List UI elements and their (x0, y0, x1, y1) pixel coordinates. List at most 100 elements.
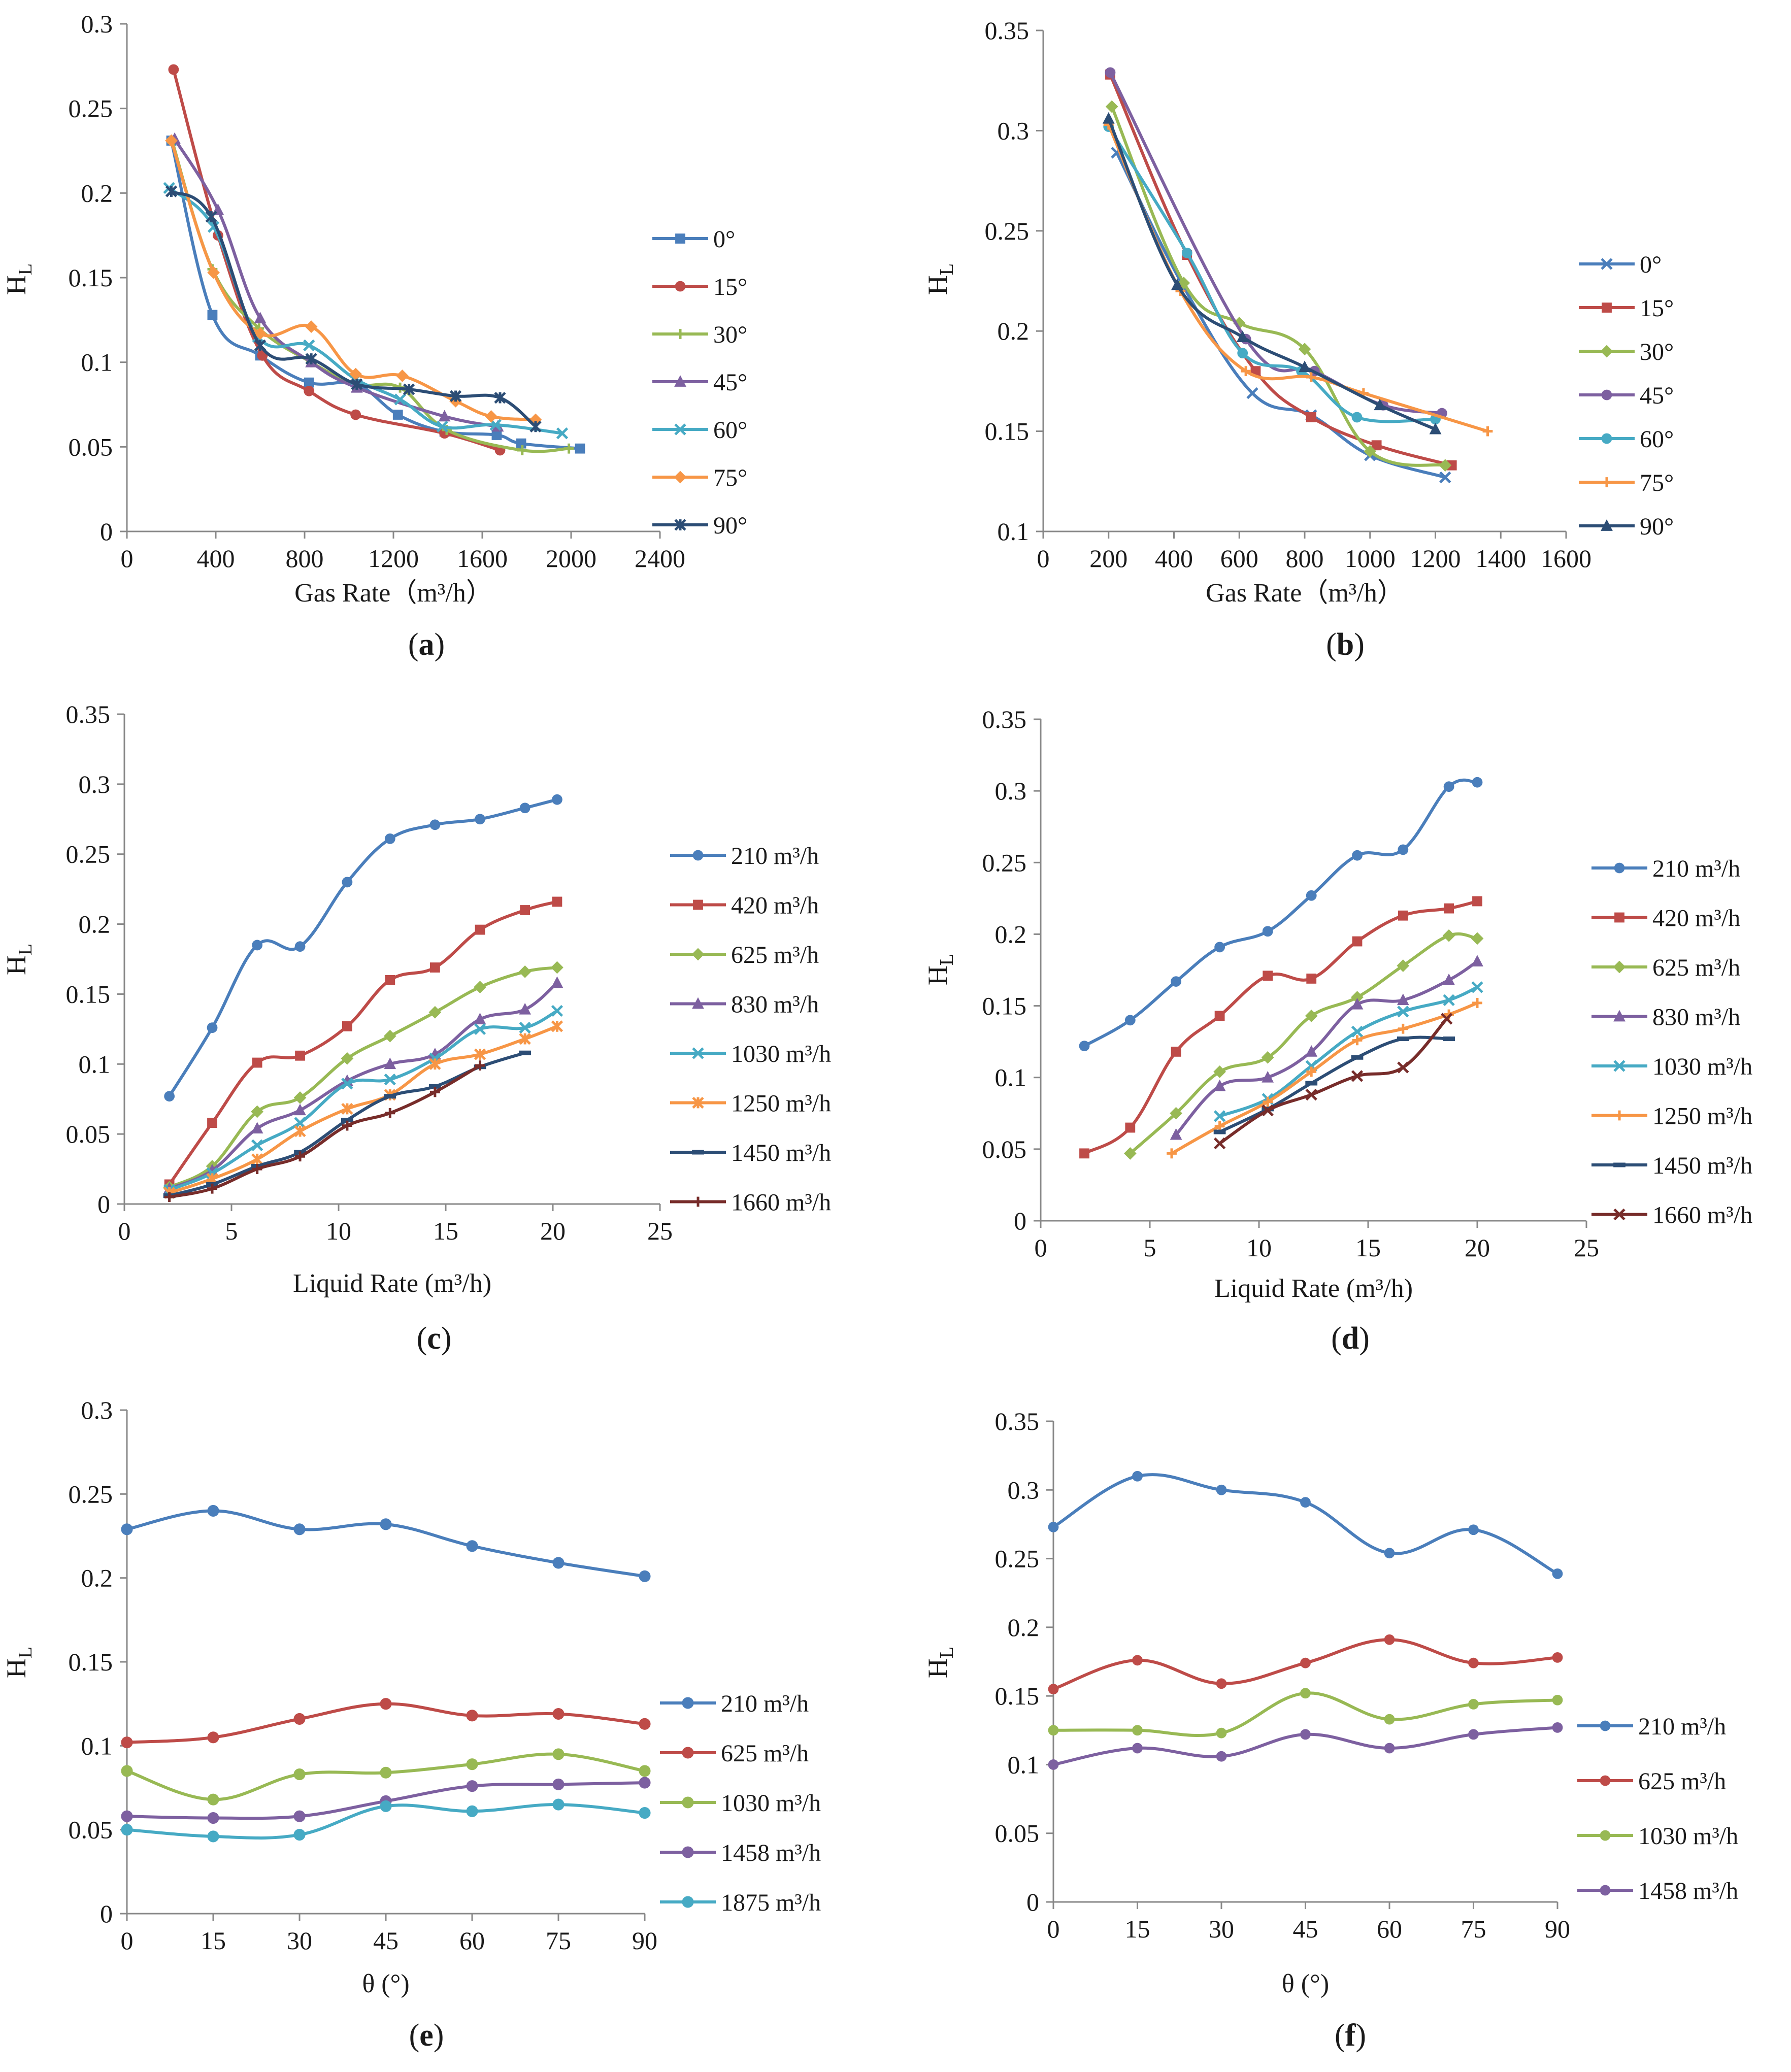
data-point (639, 1777, 651, 1789)
x-tick-label: 200 (1089, 544, 1127, 573)
series-1 (164, 794, 562, 1102)
series-line (1218, 1017, 1448, 1145)
legend-label: 1875 m³/h (721, 1889, 821, 1916)
data-point (1048, 1725, 1059, 1736)
legend-entry: 1450 m³/h (1591, 1152, 1752, 1179)
y-tick-label: 0 (1026, 1888, 1039, 1916)
x-tick-label: 45 (1293, 1915, 1318, 1943)
x-tick-label: 15 (201, 1926, 226, 1955)
data-point (394, 393, 406, 406)
data-point (639, 1765, 651, 1777)
data-point (1124, 1015, 1136, 1026)
data-point (1482, 426, 1493, 437)
data-point (438, 410, 451, 422)
legend-label: 1458 m³/h (721, 1840, 821, 1866)
data-point (1216, 1678, 1227, 1689)
data-point (1443, 973, 1455, 985)
x-tick-label: 1000 (1345, 544, 1396, 573)
data-point (551, 976, 563, 988)
data-point (1552, 1652, 1563, 1663)
x-tick-label: 1600 (1541, 544, 1591, 573)
data-point (1167, 1148, 1177, 1159)
data-point (475, 924, 485, 935)
data-point (519, 1032, 531, 1045)
y-tick-label: 0.1 (81, 1731, 113, 1760)
legend-entry: 1875 m³/h (660, 1889, 821, 1916)
data-point (251, 1153, 263, 1165)
data-point (1472, 896, 1482, 907)
y-axis-title-sub: L (936, 1647, 957, 1658)
legend-marker (1601, 519, 1613, 531)
data-point (342, 1021, 352, 1031)
data-point (1351, 997, 1364, 1010)
legend-label: 210 m³/h (721, 1690, 809, 1717)
data-point (1442, 929, 1455, 942)
data-point (1170, 1107, 1182, 1120)
panel-caption-open: ( (1326, 627, 1337, 662)
y-tick-label: 0.25 (985, 217, 1030, 245)
x-tick-label: 1200 (1410, 544, 1461, 573)
y-tick-label: 0.35 (66, 700, 111, 728)
legend-entry: 1458 m³/h (1577, 1878, 1738, 1904)
panel-caption-open: ( (1335, 2018, 1345, 2053)
x-tick-label: 5 (225, 1217, 238, 1245)
x-tick-label: 15 (433, 1217, 458, 1245)
y-axis-title-main: H (922, 1658, 953, 1678)
data-point (1351, 1025, 1364, 1038)
data-point (1216, 1751, 1227, 1762)
legend-marker (1614, 1110, 1624, 1121)
series-2 (1079, 896, 1482, 1159)
x-axis-title: Gas Rate（m³/h） (1206, 579, 1404, 608)
data-point (1352, 936, 1363, 947)
data-point (552, 896, 562, 907)
x-tick-label: 2000 (546, 544, 596, 573)
x-axis-title: Liquid Rate (m³/h) (293, 1269, 491, 1298)
data-point (466, 1540, 478, 1552)
x-tick-label: 20 (540, 1217, 566, 1245)
panel-caption-close: ) (441, 1321, 452, 1356)
data-point (1305, 1088, 1317, 1101)
x-tick-label: 30 (1209, 1915, 1234, 1943)
series-line (170, 190, 537, 428)
legend-label: 75° (713, 464, 747, 491)
panel-caption-close: ) (434, 2018, 444, 2053)
legend-entry: 75° (652, 464, 747, 491)
series-3 (1123, 929, 1484, 1160)
data-point (520, 905, 530, 915)
legend-entry: 90° (652, 512, 747, 539)
series-3 (1048, 1688, 1563, 1739)
panel-caption: (e) (409, 2018, 444, 2053)
y-axis-title-main: H (1, 955, 31, 975)
data-point (384, 1073, 396, 1086)
data-point (254, 312, 267, 323)
data-point (1102, 112, 1115, 124)
legend-entry: 625 m³/h (1577, 1768, 1726, 1795)
y-axis-title-main: H (922, 275, 953, 295)
y-axis-title: HL (922, 954, 957, 985)
series-line (169, 1025, 558, 1194)
panel-d: 0 5 10 15 20 25 0 0.05 0.1 0.15 0.2 0.25 0.3 0.35 Liqu… (922, 705, 1752, 1356)
series-line (1083, 899, 1478, 1155)
y-tick-label: 0.2 (1008, 1613, 1040, 1642)
y-tick-label: 0 (1014, 1207, 1026, 1235)
data-point (1132, 1725, 1143, 1736)
data-point (563, 443, 574, 454)
legend-entry: 1660 m³/h (1591, 1202, 1752, 1229)
y-tick-label: 0.35 (995, 1407, 1040, 1435)
legend-label: 210 m³/h (1652, 855, 1740, 882)
data-point (168, 64, 179, 75)
series-8 (1213, 1013, 1453, 1150)
data-point (207, 1022, 218, 1033)
legend-marker (674, 519, 686, 531)
data-point (474, 1048, 486, 1060)
legend-label: 1660 m³/h (731, 1189, 831, 1216)
legend-marker (692, 850, 704, 861)
x-tick-label: 0 (1047, 1915, 1060, 1943)
data-point (254, 339, 267, 352)
legend-marker (674, 375, 686, 387)
data-point (384, 1057, 396, 1070)
legend-label: 1030 m³/h (1638, 1823, 1738, 1850)
x-tick-label: 90 (632, 1926, 657, 1955)
y-tick-label: 0.3 (1008, 1476, 1040, 1504)
y-axis-title: HL (922, 263, 957, 295)
